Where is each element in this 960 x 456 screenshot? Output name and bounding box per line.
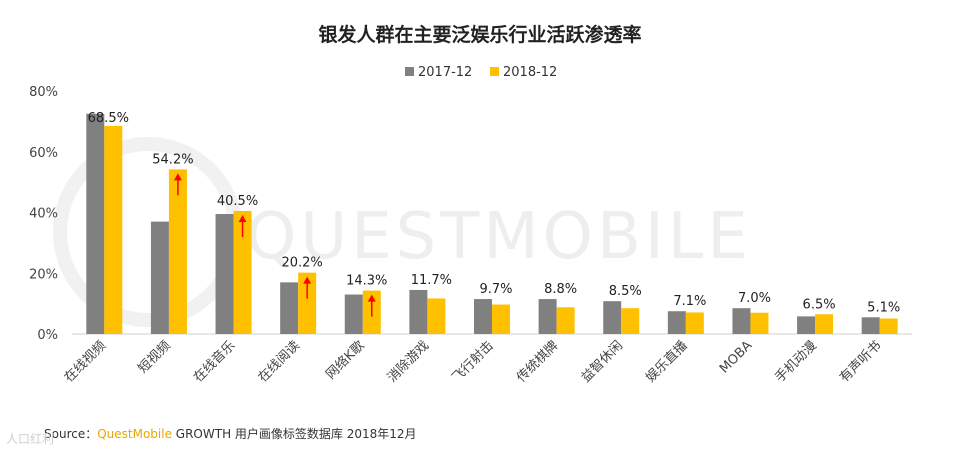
data-label: 14.3% — [346, 274, 387, 289]
bar-2018-12 — [556, 307, 575, 334]
data-label: 68.5% — [88, 111, 129, 126]
legend-label-2018: 2018-12 — [503, 65, 557, 80]
category-label: 网络K歌 — [323, 338, 368, 383]
category-label: 消除游戏 — [385, 338, 432, 385]
bar-2017-12 — [732, 308, 751, 334]
category-label: 短视频 — [136, 338, 174, 376]
category-label: 在线视频 — [62, 338, 109, 385]
corner-watermark: 人口红利 — [6, 432, 55, 446]
data-label: 54.2% — [152, 152, 193, 167]
bar-2018-12 — [685, 312, 704, 334]
data-label: 11.7% — [411, 273, 452, 288]
y-tick-label: 40% — [29, 207, 58, 222]
bar-2017-12 — [86, 113, 105, 334]
legend-swatch-2017 — [405, 67, 414, 76]
data-label: 20.2% — [281, 256, 322, 271]
bar-2017-12 — [474, 299, 492, 334]
bar-2018-12 — [492, 304, 510, 334]
bar-2018-12 — [427, 298, 446, 334]
bar-2017-12 — [861, 317, 880, 334]
category-label: 传统棋牌 — [513, 338, 561, 386]
y-tick-label: 80% — [29, 85, 58, 100]
legend: 2017-12 2018-12 — [405, 65, 557, 80]
bar-2018-12 — [233, 210, 252, 334]
category-label: 在线阅读 — [256, 338, 303, 385]
category-label: 益智休闲 — [579, 338, 626, 385]
category-label: 娱乐直播 — [643, 338, 690, 385]
bar-2018-12 — [815, 314, 834, 334]
source-footer: Source：QuestMobile GROWTH 用户画像标签数据库 2018… — [44, 425, 417, 442]
data-label: 8.8% — [544, 282, 577, 297]
bar-2017-12 — [538, 299, 557, 334]
bar-2017-12 — [603, 301, 622, 334]
category-label: MOBA — [717, 338, 755, 376]
category-label: 有声听书 — [837, 338, 884, 385]
source-rest: GROWTH 用户画像标签数据库 2018年12月 — [171, 427, 417, 441]
bar-2017-12 — [409, 289, 428, 334]
y-axis: 0% 20% 40% 60% 80% — [29, 85, 58, 343]
arrow-up-icon — [173, 173, 182, 181]
data-label: 7.0% — [738, 291, 771, 306]
bar-2017-12 — [344, 294, 363, 334]
bar-2018-12 — [168, 169, 187, 334]
legend-swatch-2018 — [490, 67, 499, 76]
bar-2018-12 — [750, 312, 769, 334]
bar-2017-12 — [150, 221, 169, 334]
data-label: 5.1% — [867, 300, 900, 315]
bar-2017-12 — [280, 282, 299, 334]
arrows — [173, 173, 376, 317]
bars — [86, 113, 898, 335]
arrow-up-icon — [303, 276, 312, 284]
y-tick-label: 60% — [29, 146, 58, 161]
arrow-up-icon — [367, 294, 376, 302]
bar-2018-12 — [298, 272, 317, 334]
source-brand: QuestMobile — [97, 427, 172, 441]
category-label: 在线音乐 — [190, 338, 238, 386]
data-label: 6.5% — [803, 297, 836, 312]
chart-title: 银发人群在主要泛娱乐行业活跃渗透率 — [318, 23, 641, 46]
data-label: 7.1% — [673, 294, 706, 309]
legend-label-2017: 2017-12 — [418, 65, 472, 80]
value-labels: 68.5% 54.2% 40.5% 20.2% 14.3% 11.7% 9.7% 8.8% 8.… — [88, 111, 901, 315]
category-label: 手机动漫 — [773, 338, 820, 385]
arrow-up-icon — [238, 214, 247, 222]
bar-2017-12 — [215, 214, 234, 334]
bar-2018-12 — [879, 318, 898, 334]
y-tick-label: 20% — [29, 267, 58, 282]
watermark: QUESTMOBILE — [53, 137, 752, 327]
bar-2017-12 — [667, 311, 686, 334]
source-prefix: Source： — [44, 427, 98, 441]
bar-2017-12 — [797, 316, 816, 334]
category-labels: 在线视频 短视频 在线音乐 在线阅读 网络K歌 消除游戏 飞行射击 传统棋牌 益智休闲 娱乐直播 M… — [62, 338, 885, 386]
data-label: 8.5% — [609, 284, 642, 299]
bar-2018-12 — [621, 308, 640, 334]
bar-2018-12 — [104, 125, 123, 335]
data-label: 9.7% — [479, 282, 512, 297]
watermark-text: QUESTMOBILE — [246, 200, 752, 274]
y-tick-label: 0% — [37, 328, 58, 343]
category-label: 飞行射击 — [449, 338, 497, 386]
data-label: 40.5% — [217, 194, 258, 209]
